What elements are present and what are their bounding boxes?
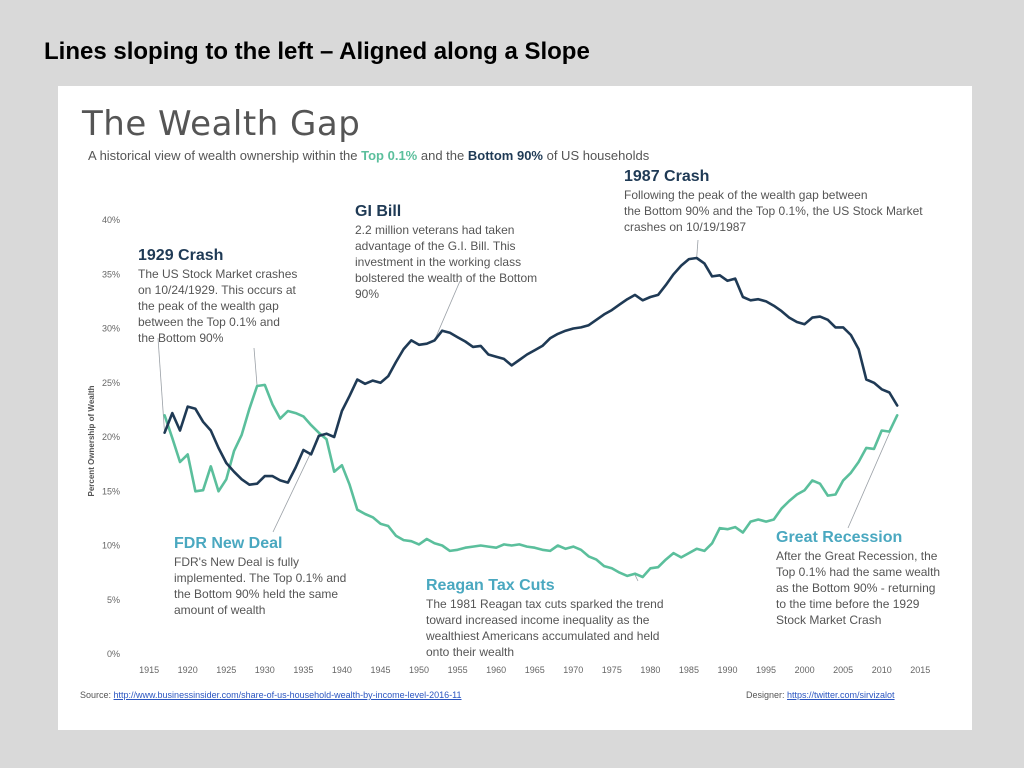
subtitle-prefix: A historical view of wealth ownership wi… xyxy=(88,148,362,163)
y-tick-label: 30% xyxy=(102,324,120,334)
annotation-line: toward increased income inequality as th… xyxy=(426,613,650,627)
source-footer: Source: http://www.businessinsider.com/s… xyxy=(80,690,462,700)
annotation-title: Great Recession xyxy=(776,529,903,546)
x-tick-label: 1985 xyxy=(679,665,699,675)
leader-1929-crash xyxy=(157,337,165,433)
annotation-line: the Bottom 90% xyxy=(138,331,224,345)
x-tick-label: 2015 xyxy=(910,665,930,675)
annotation-title: GI Bill xyxy=(355,203,402,220)
annotation-reagan-tax-cuts: Reagan Tax Cuts The 1981 Reagan tax cuts… xyxy=(426,576,664,660)
annotation-line: onto their wealth xyxy=(426,645,515,659)
source-label: Source: xyxy=(80,690,114,700)
annotation-1929-crash: 1929 Crash The US Stock Market crashes o… xyxy=(138,246,297,346)
x-tick-label: 1995 xyxy=(756,665,776,675)
y-tick-label: 25% xyxy=(102,378,120,388)
chart-title: The Wealth Gap xyxy=(82,104,361,144)
y-tick-label: 0% xyxy=(107,649,120,659)
annotation-line: the Bottom 90% and the Top 0.1%, the US … xyxy=(624,204,923,218)
x-tick-label: 1930 xyxy=(255,665,275,675)
x-tick-label: 1940 xyxy=(332,665,352,675)
x-tick-label: 1990 xyxy=(717,665,737,675)
annotation-title: Reagan Tax Cuts xyxy=(426,577,555,594)
leader-gi-bill xyxy=(434,280,461,341)
x-tick-label: 2005 xyxy=(833,665,853,675)
slide-title: Lines sloping to the left – Aligned alon… xyxy=(44,38,590,65)
y-tick-label: 15% xyxy=(102,486,120,496)
wealth-gap-chart: Percent Ownership of Wealth 0% 5% 10% 15% 20… xyxy=(87,215,930,675)
x-tick-label: 1980 xyxy=(640,665,660,675)
annotation-line: advantage of the G.I. Bill. This xyxy=(355,239,516,253)
x-tick-label: 1915 xyxy=(139,665,159,675)
annotation-fdr-new-deal: FDR New Deal FDR's New Deal is fully imp… xyxy=(174,534,346,618)
x-tick-label: 1970 xyxy=(563,665,583,675)
y-tick-label: 20% xyxy=(102,432,120,442)
annotation-great-recession: Great Recession After the Great Recessio… xyxy=(776,528,940,628)
annotation-line: Top 0.1% had the same wealth xyxy=(776,565,941,579)
y-tick-label: 35% xyxy=(102,269,120,279)
leader-1929-crash-secondary xyxy=(253,347,258,387)
x-tick-label: 1965 xyxy=(525,665,545,675)
designer-footer: Designer: https://twitter.com/sirvizalot xyxy=(746,690,895,700)
x-tick-label: 1925 xyxy=(216,665,236,675)
annotation-line: Following the peak of the wealth gap bet… xyxy=(624,188,868,202)
x-tick-label: 1935 xyxy=(293,665,313,675)
chart-subtitle: A historical view of wealth ownership wi… xyxy=(88,148,649,163)
annotation-line: Stock Market Crash xyxy=(776,613,882,627)
annotation-line: the Bottom 90% held the same xyxy=(174,587,339,601)
annotation-line: The US Stock Market crashes xyxy=(138,267,298,281)
subtitle-mid: and the xyxy=(417,148,468,163)
subtitle-suffix: of US households xyxy=(542,148,650,163)
annotation-title: FDR New Deal xyxy=(174,535,283,552)
annotation-title: 1987 Crash xyxy=(624,168,710,185)
leader-1987-crash xyxy=(696,239,699,259)
leader-reagan-tax-cuts xyxy=(634,574,639,582)
annotation-line: between the Top 0.1% and xyxy=(138,315,280,329)
annotation-line: 2.2 million veterans had taken xyxy=(355,223,515,237)
annotation-line: on 10/24/1929. This occurs at xyxy=(138,283,296,297)
annotation-line: 90% xyxy=(355,287,380,301)
annotation-line: The 1981 Reagan tax cuts sparked the tre… xyxy=(426,597,664,611)
annotation-line: bolstered the wealth of the Bottom xyxy=(355,271,538,285)
x-tick-label: 1920 xyxy=(178,665,198,675)
x-tick-label: 1950 xyxy=(409,665,429,675)
annotation-line: amount of wealth xyxy=(174,603,266,617)
annotation-line: implemented. The Top 0.1% and xyxy=(174,571,347,585)
x-tick-label: 1945 xyxy=(370,665,390,675)
subtitle-top-highlight: Top 0.1% xyxy=(361,148,418,163)
series-line-top-0-1 xyxy=(163,256,899,486)
annotation-line: After the Great Recession, the xyxy=(776,549,938,563)
x-tick-label: 1955 xyxy=(448,665,468,675)
x-tick-label: 2010 xyxy=(872,665,892,675)
annotation-1987-crash: 1987 Crash Following the peak of the wea… xyxy=(624,167,923,235)
annotation-line: investment in the working class xyxy=(355,255,522,269)
chart-card: The Wealth Gap A historical view of weal… xyxy=(58,86,972,730)
annotation-line: FDR's New Deal is fully xyxy=(174,555,299,569)
subtitle-bottom-highlight: Bottom 90% xyxy=(467,148,543,163)
series-line-bottom-90 xyxy=(163,383,899,579)
annotation-title: 1929 Crash xyxy=(138,247,224,264)
leader-great-recession xyxy=(847,415,898,529)
y-axis-label: Percent Ownership of Wealth xyxy=(87,385,96,496)
annotation-line: to the time before the 1929 xyxy=(776,597,920,611)
x-tick-label: 1960 xyxy=(486,665,506,675)
annotation-line: the peak of the wealth gap xyxy=(138,299,279,313)
annotation-line: as the Bottom 90% - returning xyxy=(776,581,936,595)
annotation-line: wealthiest Americans accumulated and hel… xyxy=(426,629,660,643)
annotation-gi-bill: GI Bill 2.2 million veterans had taken a… xyxy=(355,202,537,302)
x-tick-label: 2000 xyxy=(795,665,815,675)
y-tick-label: 5% xyxy=(107,595,120,605)
y-tick-label: 10% xyxy=(102,541,120,551)
annotation-line: crashes on 10/19/1987 xyxy=(624,220,747,234)
x-tick-label: 1975 xyxy=(602,665,622,675)
designer-label: Designer: xyxy=(746,690,788,700)
y-tick-label: 40% xyxy=(102,215,120,225)
designer-link[interactable]: https://twitter.com/sirvizalot xyxy=(787,690,895,700)
source-link[interactable]: http://www.businessinsider.com/share-of-… xyxy=(113,690,462,700)
